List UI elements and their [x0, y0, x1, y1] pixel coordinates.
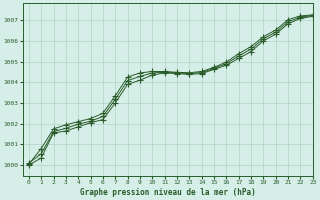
X-axis label: Graphe pression niveau de la mer (hPa): Graphe pression niveau de la mer (hPa) [80, 188, 256, 197]
